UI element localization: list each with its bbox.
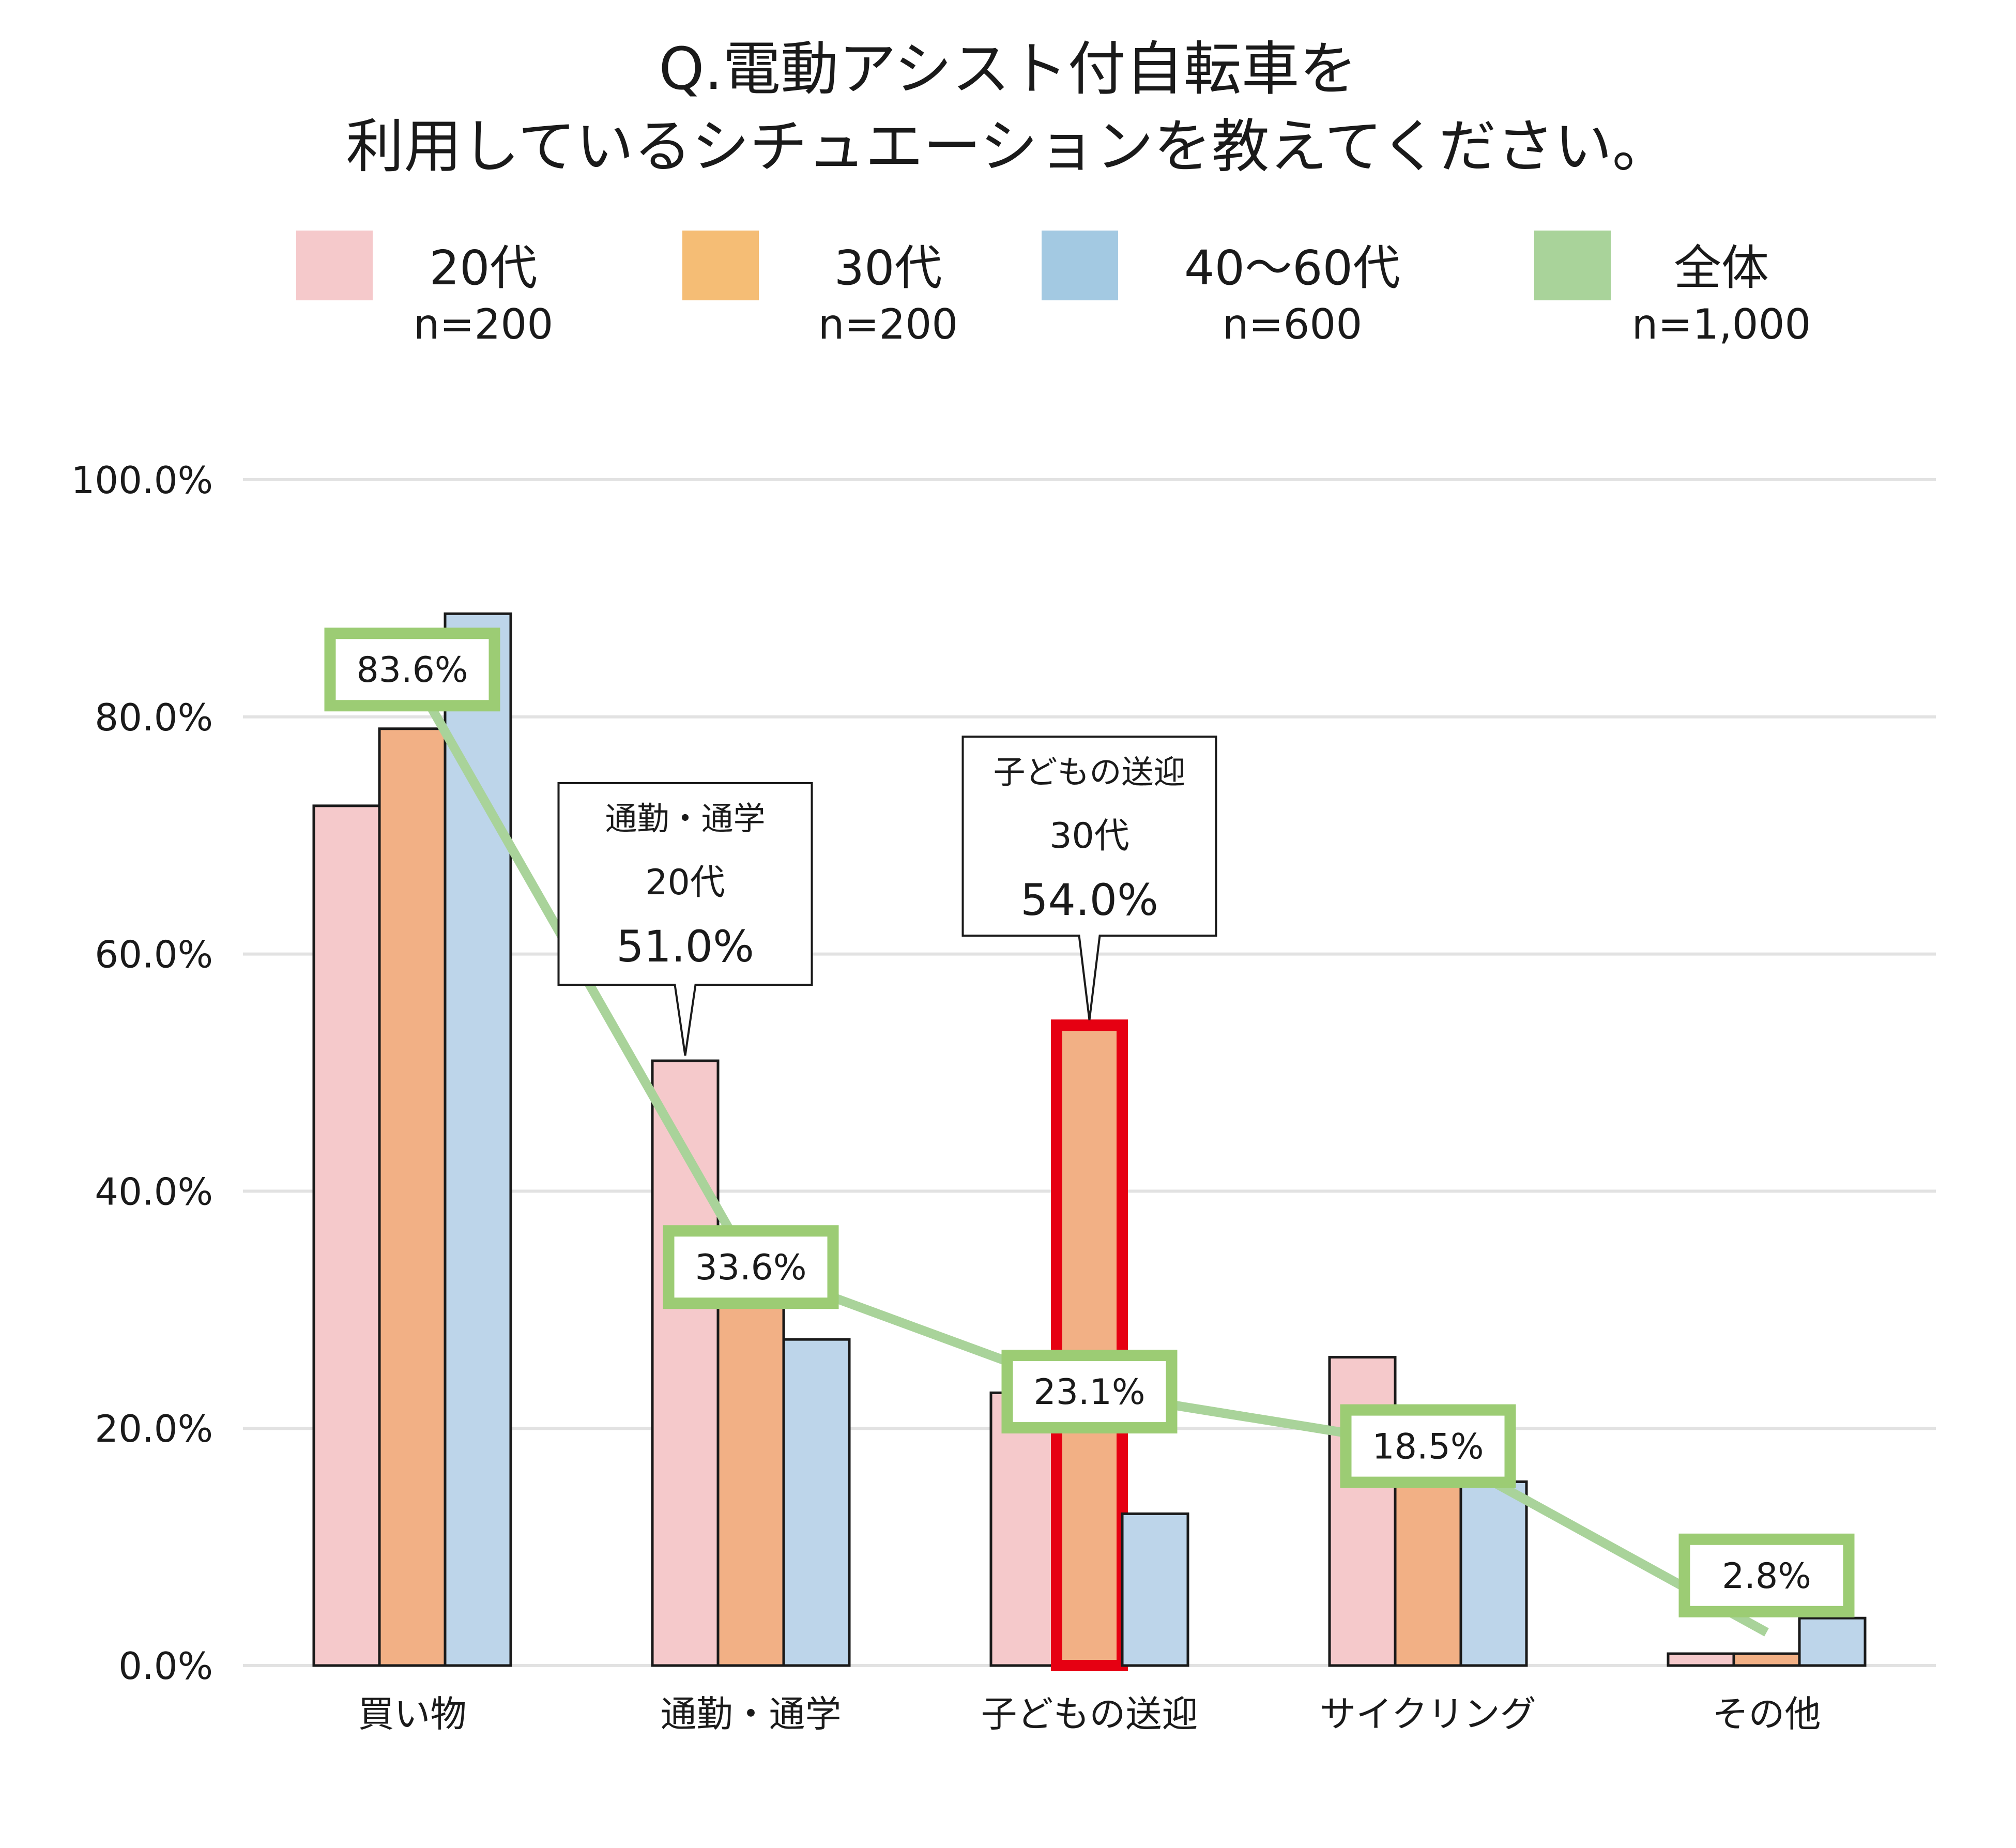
legend-n-0: n=200 xyxy=(414,300,553,348)
legend-n-2: n=600 xyxy=(1223,300,1362,348)
x-tick-label-2: 子どもの送迎 xyxy=(981,1693,1198,1735)
bar-1-4 xyxy=(1328,1356,1397,1667)
total-box-4 xyxy=(1678,1533,1855,1617)
bar-1-1 xyxy=(312,804,381,1667)
y-tick-label-0: 0.0% xyxy=(118,1644,213,1688)
callout-value-0: 51.0% xyxy=(616,921,754,972)
bar-3-5 xyxy=(1798,1616,1867,1667)
total-box-3 xyxy=(1340,1404,1516,1488)
callout-category-1: 子どもの送迎 xyxy=(993,753,1185,791)
callout-box-1 xyxy=(961,736,1217,1020)
legend-swatch-0 xyxy=(296,231,373,300)
total-box-2 xyxy=(1001,1350,1178,1434)
bar-3-4 xyxy=(1459,1480,1528,1667)
title-line-1: Q.電動アシスト付自転車を xyxy=(659,36,1357,103)
total-label-1: 33.6% xyxy=(695,1247,806,1288)
legend-label-1: 30代 xyxy=(834,240,942,296)
bar-3-3 xyxy=(1121,1512,1189,1667)
total-line: 83.6% 33.6% 23.1% 18.5% 2.8% xyxy=(324,628,1855,1637)
title-line-2: 利用しているシチュエーションを教えてください。 xyxy=(346,113,1670,180)
bar-1-5 xyxy=(1667,1652,1735,1667)
callout-category-0: 通勤・通学 xyxy=(605,800,765,837)
y-tick-label-2: 40.0% xyxy=(95,1170,213,1213)
x-tick-label-3: サイクリング xyxy=(1320,1693,1536,1735)
legend-n-1: n=200 xyxy=(818,300,958,348)
x-tick-label-1: 通勤・通学 xyxy=(661,1693,842,1735)
callout-box-0 xyxy=(557,782,813,1056)
total-label-0: 83.6% xyxy=(356,650,468,691)
bar-2-5 xyxy=(1732,1652,1801,1667)
y-tick-label-4: 80.0% xyxy=(95,696,213,739)
x-axis: 買い物 通勤・通学 子どもの送迎 サイクリング その他 xyxy=(358,1693,1821,1735)
bar-2-3 xyxy=(1051,1019,1128,1671)
total-label-2: 23.1% xyxy=(1033,1372,1145,1413)
callout-age-0: 20代 xyxy=(645,862,725,903)
legend-swatch-3 xyxy=(1534,231,1611,300)
total-box-1 xyxy=(663,1225,839,1309)
callout-age-1: 30代 xyxy=(1049,816,1129,857)
legend-label-0: 20代 xyxy=(429,240,537,296)
total-label-3: 18.5% xyxy=(1372,1427,1484,1468)
bar-2-4 xyxy=(1394,1480,1462,1667)
bar-2-1 xyxy=(378,727,447,1667)
bar-1-3 xyxy=(989,1391,1058,1667)
chart-title: Q.電動アシスト付自転車を 利用しているシチュエーションを教えてください。 xyxy=(346,36,1670,180)
bar-2-2 xyxy=(716,1261,785,1667)
bars xyxy=(312,612,1867,1671)
x-tick-label-4: その他 xyxy=(1713,1693,1821,1735)
bar-3-2 xyxy=(782,1338,851,1667)
legend-swatch-1 xyxy=(682,231,759,300)
y-tick-label-3: 60.0% xyxy=(95,933,213,976)
x-tick-label-0: 買い物 xyxy=(358,1693,467,1735)
y-tick-label-1: 20.0% xyxy=(95,1407,213,1450)
legend-swatch-2 xyxy=(1042,231,1118,300)
callout-value-1: 54.0% xyxy=(1020,875,1158,925)
legend-label-3: 全体 xyxy=(1674,240,1769,296)
y-axis: 0.0% 20.0% 40.0% 60.0% 80.0% 100.0% xyxy=(71,459,213,1688)
total-label-4: 2.8% xyxy=(1722,1556,1811,1597)
legend-n-3: n=1,000 xyxy=(1632,300,1811,348)
bar-3-1 xyxy=(444,612,512,1667)
legend-label-2: 40〜60代 xyxy=(1184,240,1400,296)
y-tick-label-5: 100.0% xyxy=(71,459,213,502)
callouts: 通勤・通学 20代 51.0% 子どもの送迎 30代 54.0% xyxy=(557,736,1217,1056)
total-box-0 xyxy=(324,628,500,712)
